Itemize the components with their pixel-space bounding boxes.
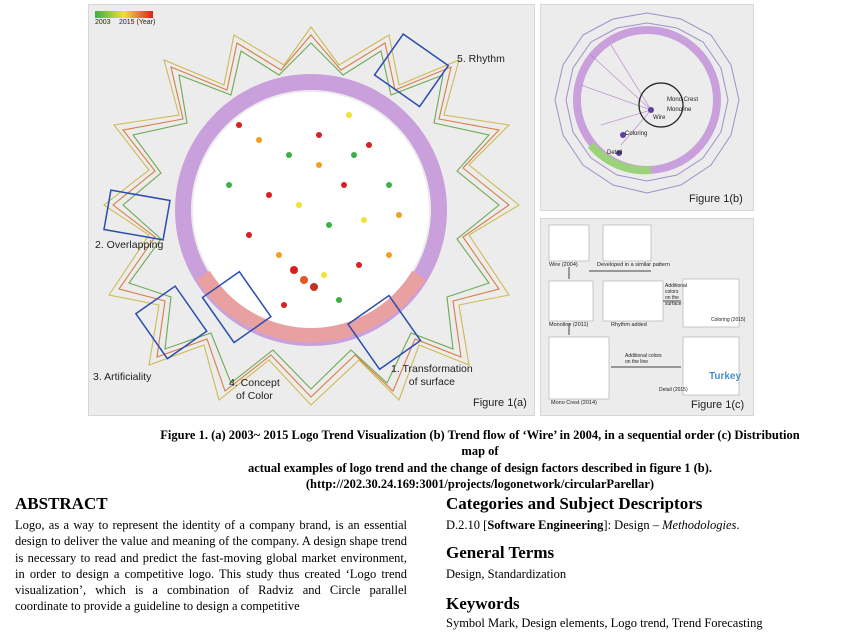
step-wire: Wire (2004) — [549, 262, 578, 268]
annotation-boxes — [103, 32, 450, 371]
general-terms-title: General Terms — [446, 543, 555, 562]
wire-trend-flow — [554, 12, 740, 194]
figure-1c-panel: Wire (2004) Developed in a similar patte… — [540, 218, 754, 416]
figure-1c-label: Figure 1(c) — [691, 399, 745, 411]
caption-line-2: actual examples of logo trend and the ch… — [247, 460, 713, 475]
abstract-text: Logo, as a way to represent the identity… — [15, 518, 407, 614]
annotation-artificiality: 3. Artificiality — [93, 371, 152, 383]
category-ring-lower — [196, 270, 426, 343]
node-label-monoline: Monoline — [667, 107, 692, 113]
figure-1b-panel: Mono Crest Monoline Coloring Detail Wire… — [540, 4, 754, 211]
year-legend-bar — [95, 11, 153, 18]
figure-1a-panel: 2003 2015 (Year) 5. Rhythm 2. Overlappin… — [88, 4, 535, 416]
categories-bold: Software Engineering — [487, 518, 604, 532]
step-developed: Developed in a similar pattern — [597, 262, 670, 268]
abstract-title: ABSTRACT — [15, 494, 108, 513]
categories-title: Categories and Subject Descriptors — [446, 494, 703, 513]
step-detail: Detail (2015) — [659, 387, 688, 393]
figure-1b-label: Figure 1(b) — [689, 193, 743, 205]
step-coloring: Coloring (2015) — [711, 317, 746, 323]
legend-start-label: 2003 — [95, 19, 111, 26]
step-additional-surface: Additional colors on the surface — [665, 283, 687, 307]
categories-code: D.2.10 [ — [446, 518, 488, 532]
trend-lines — [103, 26, 520, 406]
node-label-mono-crest: Mono Crest — [667, 97, 699, 103]
general-terms-text: Design, Standardization — [446, 567, 567, 581]
categories-rest: ]: Design – — [603, 518, 663, 532]
annotation-transformation: 1. Transformation of surface — [391, 363, 473, 388]
step-mono-crest: Mono Crest (2014) — [551, 400, 597, 406]
keywords-text: Symbol Mark, Design elements, Logo trend… — [446, 616, 763, 630]
categories-italic: Methodologies — [662, 518, 737, 532]
annotation-concept-of-color: 4. Concept of Color — [229, 377, 280, 402]
legend-end-label: 2015 (Year) — [119, 19, 156, 26]
step-monoline: Monoline (2011) — [549, 322, 589, 328]
figure-1a-label: Figure 1(a) — [473, 397, 527, 409]
sample-logo-text: Turkey — [709, 371, 742, 382]
logo-distribution-map — [548, 224, 740, 400]
logo-nodes — [226, 112, 402, 308]
node-label-detail: Detail — [607, 150, 623, 156]
annotation-overlapping: 2. Overlapping — [95, 239, 164, 251]
inner-plot-area — [193, 92, 429, 328]
step-rhythm-added: Rhythm added — [611, 322, 647, 328]
node-label-wire: Wire — [653, 115, 666, 121]
node-label-coloring: Coloring — [625, 131, 648, 137]
caption-line-3: (http://202.30.24.169:3001/projects/logo… — [305, 476, 655, 491]
circular-trend-visualization — [95, 11, 520, 406]
figure-caption: Figure 1. (a) 2003~ 2015 Logo Trend Visu… — [150, 427, 810, 492]
annotation-rhythm: 5. Rhythm — [457, 53, 505, 65]
step-additional-line: Additional colors on the line — [625, 353, 662, 365]
categories-end: . — [736, 518, 740, 532]
keywords-title: Keywords — [446, 594, 520, 613]
caption-line-1: Figure 1. (a) 2003~ 2015 Logo Trend Visu… — [160, 428, 800, 459]
categories-text: D.2.10 [Software Engineering]: Design – … — [446, 517, 740, 533]
